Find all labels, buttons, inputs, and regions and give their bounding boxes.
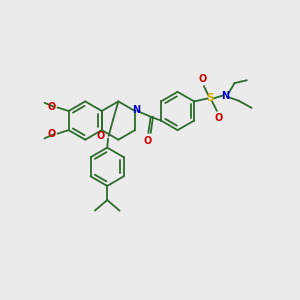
Text: O: O [198,74,206,84]
Text: N: N [222,91,230,100]
Text: O: O [48,129,56,139]
Text: N: N [132,105,140,115]
Text: O: O [48,102,56,112]
Text: S: S [207,94,214,103]
Text: O: O [97,131,105,142]
Text: O: O [214,113,222,123]
Text: O: O [143,136,152,146]
